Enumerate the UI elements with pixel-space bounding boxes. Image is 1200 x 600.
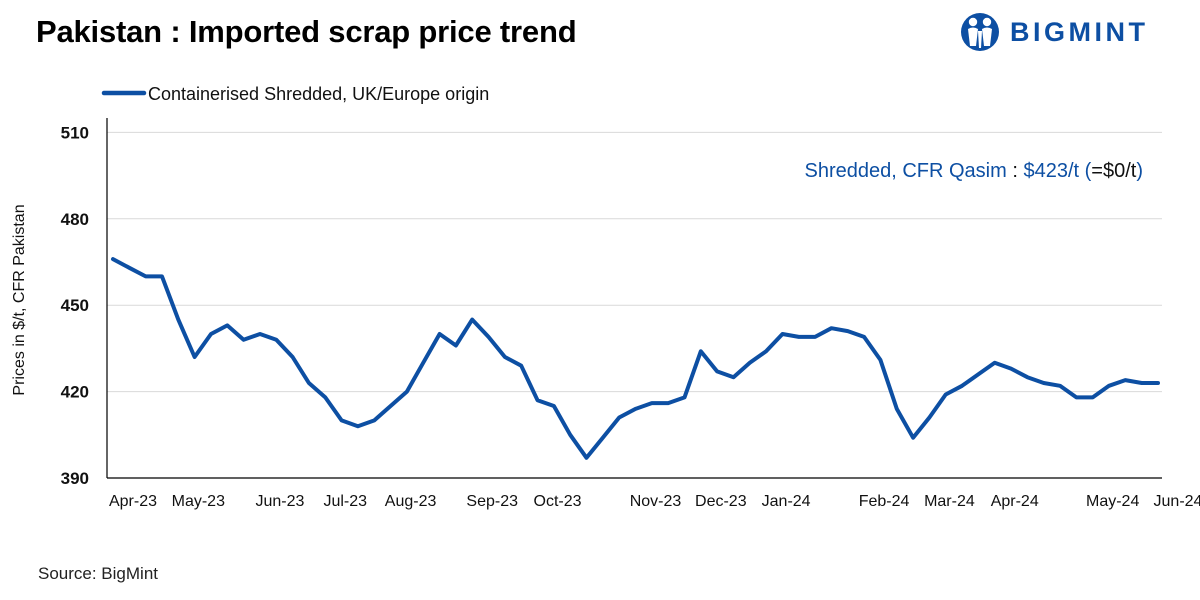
x-tick-label: Nov-23 [630,493,682,510]
label-layer: 390 420 450 480 510 Apr-23 May-23 Jun-23 Jul-23 A… [61,123,1200,510]
y-tick-label: 450 [61,296,89,315]
x-tick-label: Jul-23 [323,493,367,510]
x-tick-label: Feb-24 [859,493,910,510]
annotation-price: $423/t [1023,160,1079,182]
annotation-change: =$0/t [1091,160,1136,182]
x-tick-label: Jun-24 [1154,493,1200,510]
x-tick-label: Sep-23 [466,493,518,510]
series-line-containerised-shredded [111,257,1160,460]
x-tick-label: Oct-23 [534,493,582,510]
price-annotation: Shredded, CFR Qasim : $423/t (=$0/t) [804,160,1143,182]
source-note: Source: BigMint [38,564,158,583]
y-tick-label: 390 [61,469,89,488]
bigmint-people-icon [961,13,999,51]
x-tick-label: Apr-24 [991,493,1039,510]
x-tick-label: May-23 [172,493,225,510]
y-tick-label: 480 [61,210,89,229]
x-tick-label: Mar-24 [924,493,975,510]
annotation-label: Shredded, CFR Qasim [804,160,1006,182]
bigmint-logo: BIGMINT [960,8,1180,56]
logo-wordmark: BIGMINT [1010,16,1149,47]
x-tick-label: Jan-24 [762,493,811,510]
axis-layer [106,118,1162,479]
x-tick-label: Jun-23 [255,493,304,510]
annotation-change-close: ) [1136,160,1143,182]
grid-layer [107,131,1162,393]
x-tick-label: May-24 [1086,493,1139,510]
series-layer [111,257,1160,460]
y-tick-label: 420 [61,383,89,402]
x-tick-label: Apr-23 [109,493,157,510]
chart-title: Pakistan : Imported scrap price trend [36,14,577,49]
legend-label: Containerised Shredded, UK/Europe origin [148,84,489,104]
y-tick-label: 510 [61,123,89,142]
y-axis-label: Prices in $/t, CFR Pakistan [11,204,28,395]
x-tick-label: Dec-23 [695,493,747,510]
annotation-separator: : [1007,160,1024,182]
legend: Containerised Shredded, UK/Europe origin [101,84,489,104]
annotation-change-open: ( [1079,160,1092,182]
x-tick-label: Aug-23 [385,493,437,510]
